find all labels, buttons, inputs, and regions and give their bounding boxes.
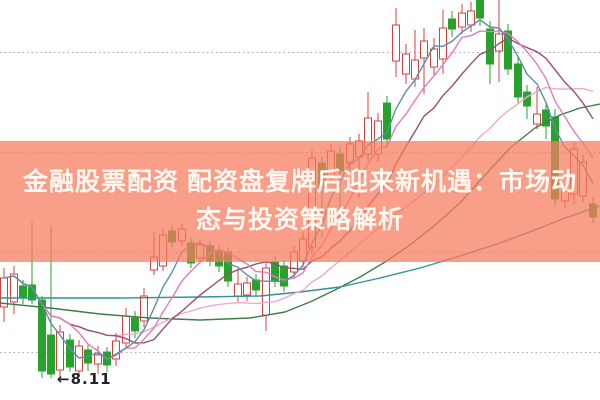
price-annotation: ←8.11 bbox=[57, 370, 112, 388]
headline-banner: 金融股票配资 配资盘复牌后迎来新机遇：市场动 态与投资策略解析 bbox=[0, 141, 600, 262]
headline-text-line-2: 态与投资策略解析 bbox=[195, 205, 404, 234]
headline-text-line-1: 金融股票配资 配资盘复牌后迎来新机遇：市场动 bbox=[23, 168, 577, 196]
